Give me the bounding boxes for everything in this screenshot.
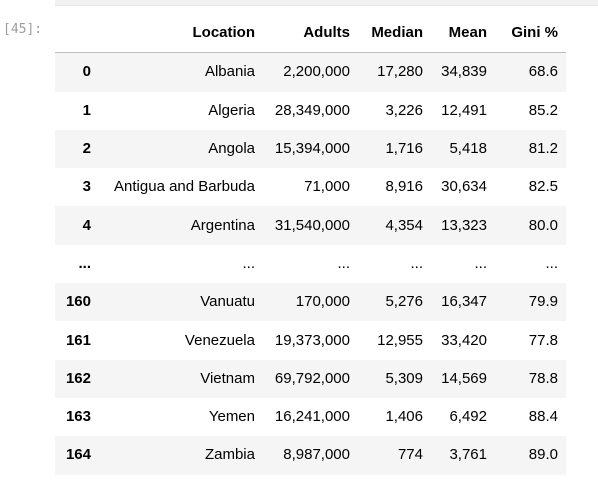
cell-mean: 3,761: [449, 446, 487, 464]
cell-adults: 8,987,000: [283, 446, 350, 464]
table-row: 2 Angola 15,394,000 1,716 5,418 81.2: [55, 129, 566, 169]
cell-gini: 78.8: [528, 369, 558, 387]
cell-adults: 16,241,000: [274, 408, 350, 426]
cell-gini: ...: [545, 254, 558, 272]
cell-gini: 89.0: [528, 446, 558, 464]
cell-mean: 30,634: [441, 178, 487, 196]
table-row: 160 Vanuatu 170,000 5,276 16,347 79.9: [55, 283, 566, 322]
cell-mean: 33,420: [441, 331, 487, 349]
cell-adults: 31,540,000: [274, 216, 350, 234]
cell-location: Algeria: [208, 101, 255, 119]
cell-gini: 85.2: [528, 101, 558, 119]
cell-location: Vanuatu: [200, 293, 255, 311]
column-header-median: Median: [358, 14, 431, 54]
cell-median: 5,309: [385, 369, 423, 387]
table-row: 4 Argentina 31,540,000 4,354 13,323 80.0: [55, 206, 566, 245]
cell-median: 5,276: [385, 293, 423, 311]
dataframe-output: Location Adults Median Mean Gini % 0 Alba…: [55, 14, 566, 475]
row-index: ...: [78, 254, 91, 272]
cell-location: Vietnam: [200, 369, 255, 387]
cell-gini: 80.0: [528, 216, 558, 234]
cell-gini: 88.4: [528, 408, 558, 426]
cell-adults: 71,000: [304, 178, 350, 196]
cell-mean: 6,492: [449, 408, 487, 426]
cell-median: ...: [410, 254, 423, 272]
cell-median: 1,716: [385, 140, 423, 158]
cell-adults: 19,373,000: [274, 331, 350, 349]
column-header-location: Location: [99, 14, 263, 54]
row-index: 163: [65, 408, 91, 426]
cell-location: Antigua and Barbuda: [114, 178, 255, 196]
previous-cell-edge: [55, 0, 598, 6]
cell-location: ...: [242, 254, 255, 272]
cell-adults: 28,349,000: [274, 101, 350, 119]
cell-location: Angola: [208, 140, 255, 158]
table-row: ..................: [55, 244, 566, 284]
cell-mean: 12,491: [441, 101, 487, 119]
table-row: 164 Zambia 8,987,000 774 3,761 89.0: [55, 436, 566, 475]
column-header-adults: Adults: [263, 14, 358, 54]
table-row: 163 Yemen 16,241,000 1,406 6,492 88.4: [55, 397, 566, 437]
cell-gini: 82.5: [528, 178, 558, 196]
row-index: 162: [65, 369, 91, 387]
cell-mean: 5,418: [449, 140, 487, 158]
row-index: 1: [82, 101, 91, 119]
cell-median: 17,280: [377, 63, 423, 81]
cell-mean: 14,569: [441, 369, 487, 387]
cell-location: Albania: [204, 63, 255, 81]
cell-median: 8,916: [385, 178, 423, 196]
cell-median: 4,354: [385, 216, 423, 234]
cell-median: 3,226: [385, 101, 423, 119]
cell-mean: ...: [474, 254, 487, 272]
index-header: [55, 14, 99, 54]
row-index: 4: [82, 216, 91, 234]
row-index: 0: [82, 63, 91, 81]
cell-gini: 81.2: [528, 140, 558, 158]
cell-median: 12,955: [377, 331, 423, 349]
table-row: 3 Antigua and Barbuda 71,000 8,916 30,634 82.…: [55, 168, 566, 207]
cell-mean: 16,347: [441, 293, 487, 311]
table-row: 161 Venezuela 19,373,000 12,955 33,420 77.8: [55, 321, 566, 360]
cell-mean: 34,839: [441, 63, 487, 81]
cell-gini: 68.6: [528, 63, 558, 81]
cell-adults: 2,200,000: [283, 63, 350, 81]
column-header-mean: Mean: [431, 14, 495, 54]
cell-location: Yemen: [208, 408, 255, 426]
cell-gini: 79.9: [528, 293, 558, 311]
cell-median: 774: [397, 446, 423, 464]
row-index: 3: [82, 178, 91, 196]
cell-adults: 69,792,000: [274, 369, 350, 387]
dataframe-table: Location Adults Median Mean Gini % 0 Alba…: [55, 14, 566, 475]
cell-gini: 77.8: [528, 331, 558, 349]
column-header-gini: Gini %: [495, 14, 566, 54]
cell-location: Venezuela: [184, 331, 255, 349]
cell-median: 1,406: [385, 408, 423, 426]
cell-adults: 170,000: [295, 293, 350, 311]
cell-execution-prompt: [45]:: [3, 22, 43, 37]
row-index: 2: [82, 140, 91, 158]
table-row: 162 Vietnam 69,792,000 5,309 14,569 78.8: [55, 359, 566, 398]
row-index: 164: [65, 446, 91, 464]
cell-location: Zambia: [204, 446, 255, 464]
table-row: 0 Albania 2,200,000 17,280 34,839 68.6: [55, 52, 566, 92]
row-index: 160: [65, 293, 91, 311]
cell-adults: 15,394,000: [274, 140, 350, 158]
cell-mean: 13,323: [441, 216, 487, 234]
header-row: Location Adults Median Mean Gini %: [55, 14, 566, 54]
table-row: 1 Algeria 28,349,000 3,226 12,491 85.2: [55, 91, 566, 130]
row-index: 161: [65, 331, 91, 349]
cell-location: Argentina: [190, 216, 255, 234]
cell-adults: ...: [337, 254, 350, 272]
